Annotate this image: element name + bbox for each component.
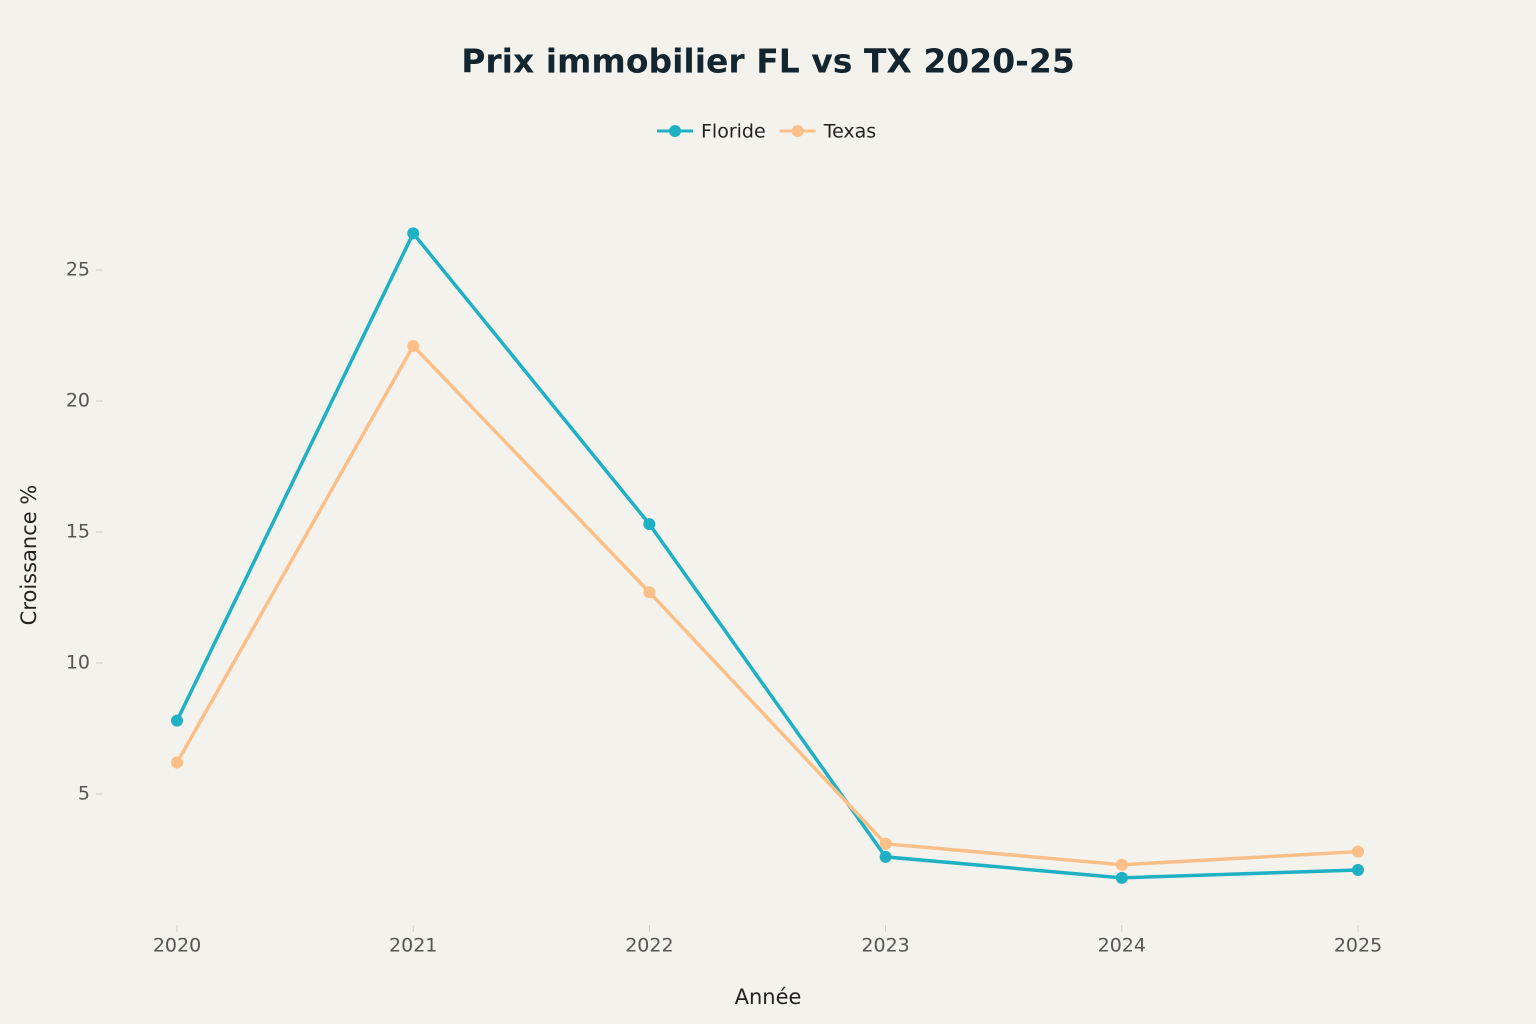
data-point (1352, 863, 1364, 876)
chart-title: Prix immobilier FL vs TX 2020-25 (461, 42, 1075, 81)
x-tick-label: 2020 (153, 935, 201, 957)
x-tick-label: 2023 (861, 935, 909, 957)
x-tick-label: 2021 (389, 935, 437, 957)
legend-marker (791, 125, 804, 137)
x-axis-title: Année (735, 985, 802, 1009)
x-tick-label: 2025 (1334, 935, 1382, 957)
data-point (1115, 858, 1128, 871)
x-tick-label: 2024 (1098, 935, 1146, 957)
series-line (175, 231, 1359, 880)
legend-marker (669, 125, 681, 137)
y-tick-label: 10 (66, 652, 90, 674)
data-point (879, 850, 892, 863)
y-tick-label: 25 (66, 259, 90, 281)
y-tick-label: 20 (66, 390, 90, 412)
data-point (1115, 871, 1128, 884)
data-point (171, 714, 183, 727)
data-point (1352, 845, 1364, 858)
data-point (407, 339, 420, 352)
y-tick-label: 5 (78, 783, 90, 805)
series-line (175, 344, 1359, 867)
y-axis-title: Croissance % (17, 485, 41, 626)
legend-text: Floride (701, 121, 766, 143)
data-point (879, 837, 892, 850)
legend-text: Texas (823, 121, 877, 143)
y-tick-label: 15 (66, 521, 90, 543)
data-point (643, 518, 656, 531)
data-point (407, 227, 420, 240)
data-point (643, 586, 656, 599)
x-tick-label: 2022 (625, 935, 673, 957)
data-point (171, 756, 183, 769)
